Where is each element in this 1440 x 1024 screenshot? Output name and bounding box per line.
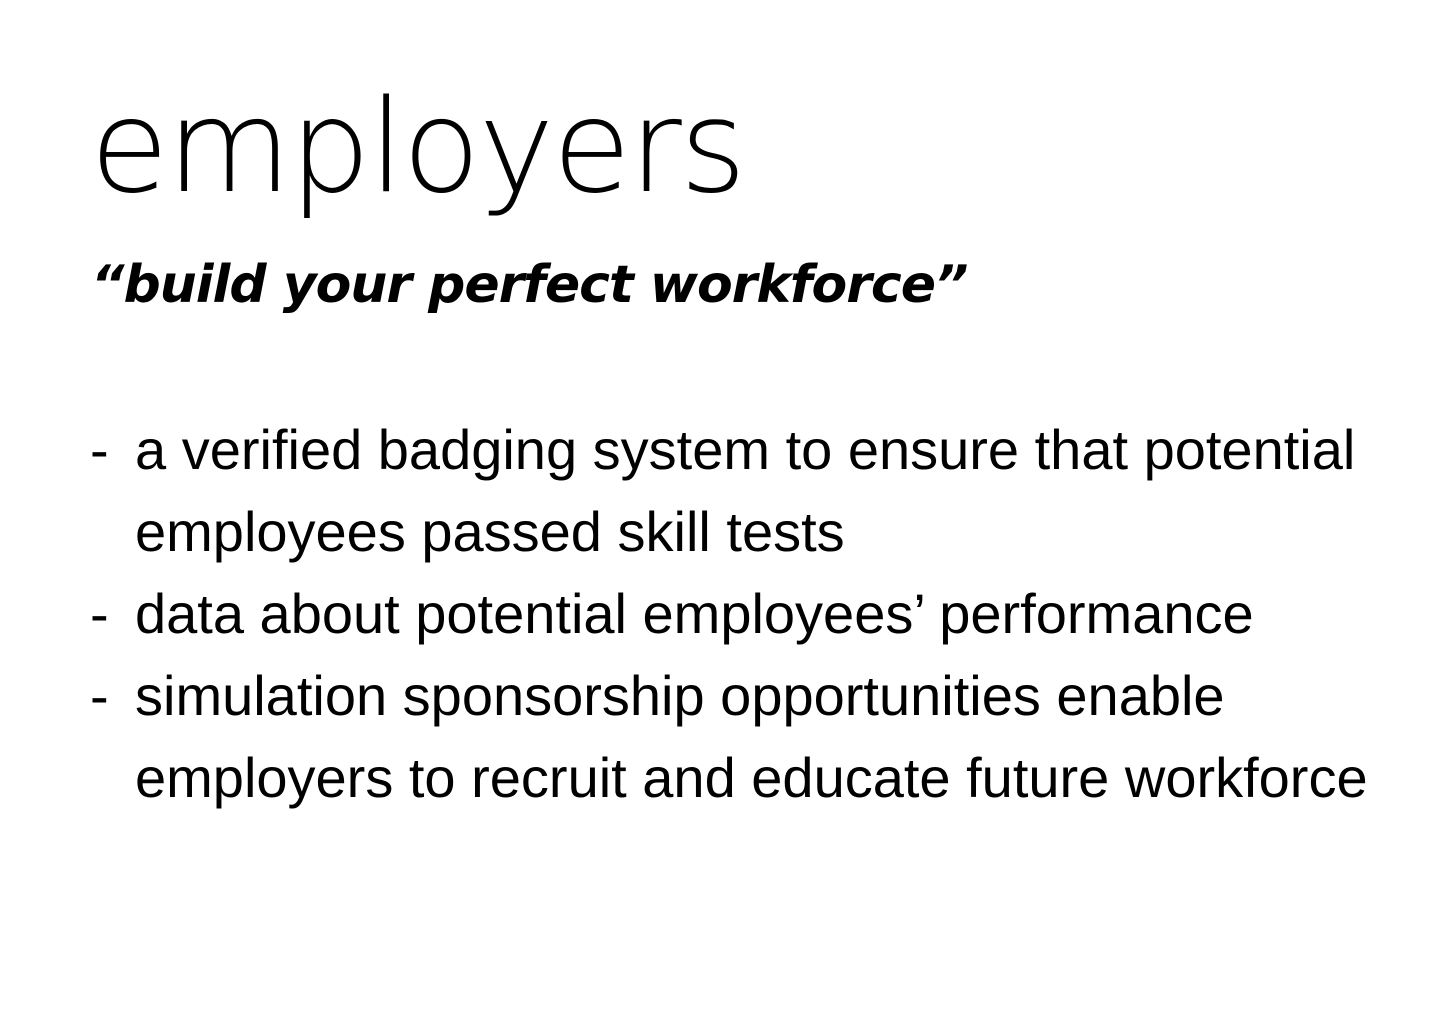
bullet-item-performance-data: - data about potential employees’ perfor…	[90, 573, 1390, 655]
bullet-item-badging: - a verified badging system to ensure th…	[90, 409, 1390, 573]
bullet-list: - a verified badging system to ensure th…	[90, 409, 1390, 819]
slide-tagline: “build your perfect workforce”	[91, 255, 968, 315]
slide-title: employers	[90, 73, 746, 222]
bullet-dash: -	[90, 418, 109, 481]
bullet-text: a verified badging system to ensure that…	[135, 418, 1356, 563]
bullet-text: data about potential employees’ performa…	[135, 582, 1254, 645]
bullet-item-sponsorship: - simulation sponsorship opportunities e…	[90, 655, 1390, 819]
bullet-text: simulation sponsorship opportunities ena…	[135, 664, 1368, 809]
bullet-dash: -	[90, 664, 109, 727]
bullet-dash: -	[90, 582, 109, 645]
